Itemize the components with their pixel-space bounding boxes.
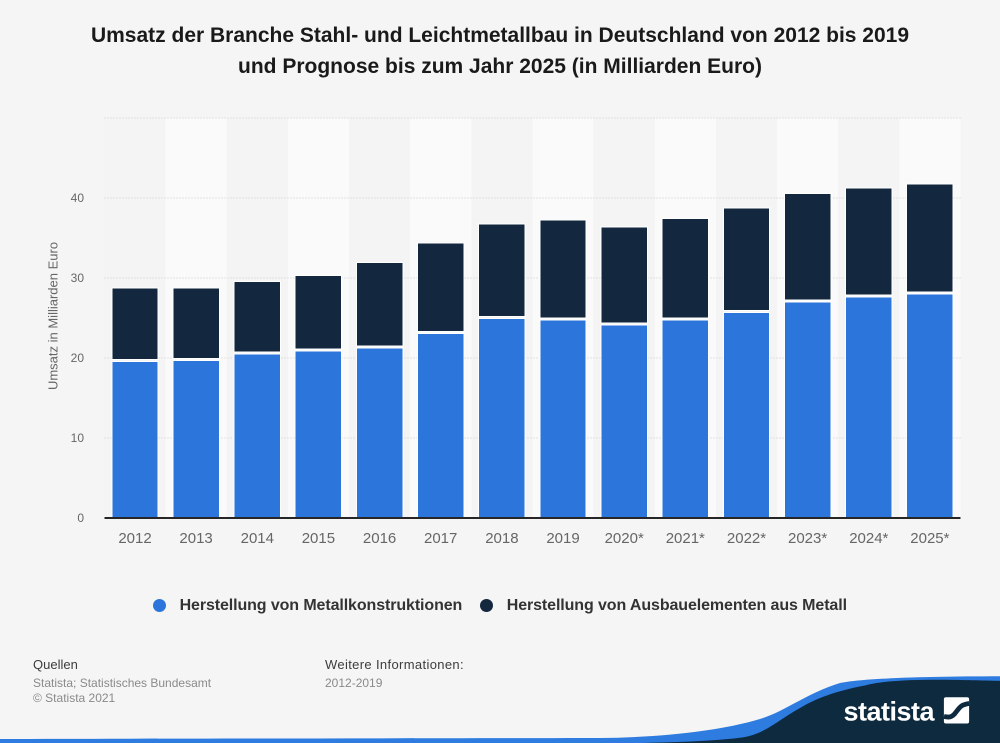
- svg-text:statista: statista: [844, 697, 936, 727]
